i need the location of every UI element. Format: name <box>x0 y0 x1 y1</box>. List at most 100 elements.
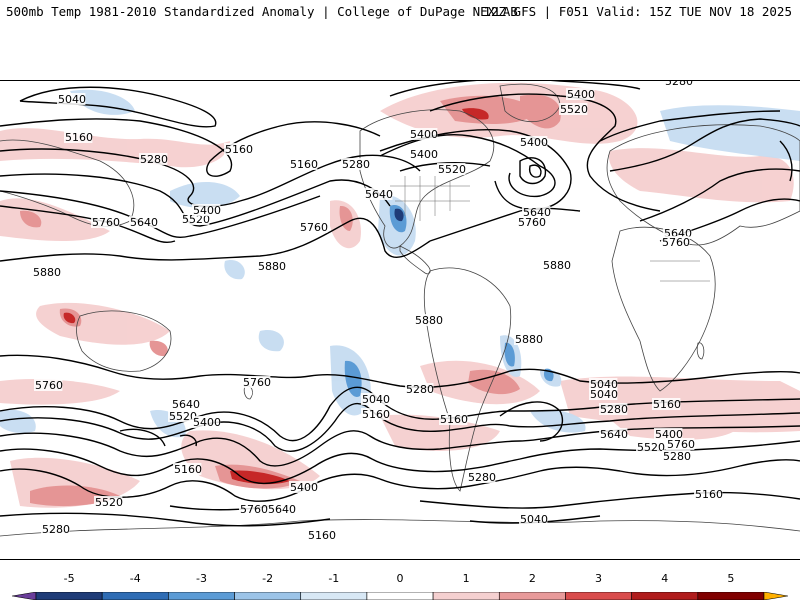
contour-label-bg <box>437 163 466 175</box>
contour-label: 5280 <box>342 158 370 171</box>
contour-label: 5280 <box>42 523 70 536</box>
contour-label-bg <box>361 393 390 405</box>
contour-label: 5520 <box>182 213 210 226</box>
contour-label-bg <box>664 81 693 87</box>
contour-label: 5880 <box>543 259 571 272</box>
contour-label-bg <box>467 471 496 483</box>
contour-label-bg <box>364 188 393 200</box>
contour-label-bg <box>41 523 70 535</box>
contour-label: 5040 <box>590 378 618 391</box>
colorbar-segment <box>234 592 302 600</box>
colorbar-segment <box>631 592 699 600</box>
contour-label-bg <box>405 383 434 395</box>
contour-label-bg <box>662 450 691 462</box>
contour-label: 5160 <box>440 413 468 426</box>
contour-label: 5520 <box>560 103 588 116</box>
contour-label-bg <box>559 103 588 115</box>
colorbar-segment <box>300 592 368 600</box>
contour-label: 5880 <box>415 314 443 327</box>
contour-label: 5280 <box>663 450 691 463</box>
contour-label: 5760 <box>243 376 271 389</box>
contour-label-bg <box>522 206 551 218</box>
contour-label: 5160 <box>362 408 390 421</box>
contour-label: 5640 <box>523 206 551 219</box>
colorbar-tick-label: -2 <box>262 572 274 585</box>
contour-label: 5160 <box>225 143 253 156</box>
colorbar-tick-label: -4 <box>129 572 141 585</box>
contour-label-bg <box>34 379 63 391</box>
colorbar-tick-label: -3 <box>195 572 207 585</box>
contour-label-bg <box>192 416 221 428</box>
colorbar-tick-label: 5 <box>727 572 735 585</box>
extreme-warm-anomaly-shading <box>63 108 489 485</box>
colorbar-tick-label: 0 <box>396 572 404 585</box>
contour-label: 5640 <box>268 503 296 516</box>
contour-label: 5400 <box>290 481 318 494</box>
colorbar-segment <box>35 592 103 600</box>
contour-label-bg <box>654 428 683 440</box>
contour-label-bg <box>299 221 328 233</box>
colorbar-segment <box>432 592 500 600</box>
contour-label-bg <box>636 441 665 453</box>
colorbar <box>12 592 788 600</box>
contour-label-bg <box>224 143 253 155</box>
contour-label-bg <box>139 153 168 165</box>
contour-label-bg <box>599 403 628 415</box>
contour-label: 5400 <box>520 136 548 149</box>
contour-label-bg <box>666 438 695 450</box>
contour-label-bg <box>64 131 93 143</box>
colorbar-segment <box>565 592 632 600</box>
contour-label-bg <box>519 513 548 525</box>
contour-label: 5280 <box>468 471 496 484</box>
contour-label: 5160 <box>653 398 681 411</box>
colorbar-segment <box>697 592 765 600</box>
contour-label-bg <box>589 388 618 400</box>
contour-label: 5400 <box>410 128 438 141</box>
contour-label-bg <box>361 408 390 420</box>
contour-label-bg <box>91 216 120 228</box>
model-run-info: 12Z GFS | F051 Valid: 15Z TUE NOV 18 202… <box>483 4 792 19</box>
contour-label-bg <box>566 88 595 100</box>
colorbar-tick-label: -1 <box>328 572 340 585</box>
colorbar-tick-label: 1 <box>462 572 470 585</box>
contour-label-bg <box>289 158 318 170</box>
contour-label-bg <box>589 378 618 390</box>
contour-label: 5040 <box>58 93 86 106</box>
map-title: 500mb Temp 1981-2010 Standardized Anomal… <box>6 4 518 19</box>
contour-label: 5400 <box>193 204 221 217</box>
colorbar-max-extend <box>763 592 788 600</box>
contour-label-bg <box>242 376 271 388</box>
contour-label: 5040 <box>362 393 390 406</box>
contour-label: 5040 <box>590 388 618 401</box>
contour-label-bg <box>192 204 221 216</box>
contour-label-bg <box>289 481 318 493</box>
contour-label-bg <box>168 410 197 422</box>
contour-label: 5520 <box>637 441 665 454</box>
contour-label: 5280 <box>665 81 693 88</box>
contour-label: 5520 <box>169 410 197 423</box>
contour-label: 5280 <box>140 153 168 166</box>
contour-label-bg <box>257 260 286 272</box>
contour-label-bg <box>599 428 628 440</box>
contour-label-bg <box>32 266 61 278</box>
contour-label: 5640 <box>365 188 393 201</box>
political-borders <box>390 176 710 282</box>
contour-label-bg <box>652 398 681 410</box>
contour-label-bg <box>542 259 571 271</box>
contour-label: 5760 <box>662 236 690 249</box>
contour-label-bg <box>514 333 543 345</box>
contour-label-bg <box>694 488 723 500</box>
contour-label-bg <box>519 136 548 148</box>
contour-label: 5760 <box>667 438 695 451</box>
contour-label: 5760 <box>300 221 328 234</box>
contour-label-bg <box>171 398 200 410</box>
contour-label: 5400 <box>567 88 595 101</box>
contour-label: 5160 <box>308 529 336 542</box>
contour-label: 5880 <box>515 333 543 346</box>
contour-label-bg <box>517 216 546 228</box>
extreme-cool-anomaly-shading <box>394 208 404 222</box>
colorbar-segment <box>168 592 235 600</box>
contour-label-bg <box>341 158 370 170</box>
contour-label: 5880 <box>258 260 286 273</box>
